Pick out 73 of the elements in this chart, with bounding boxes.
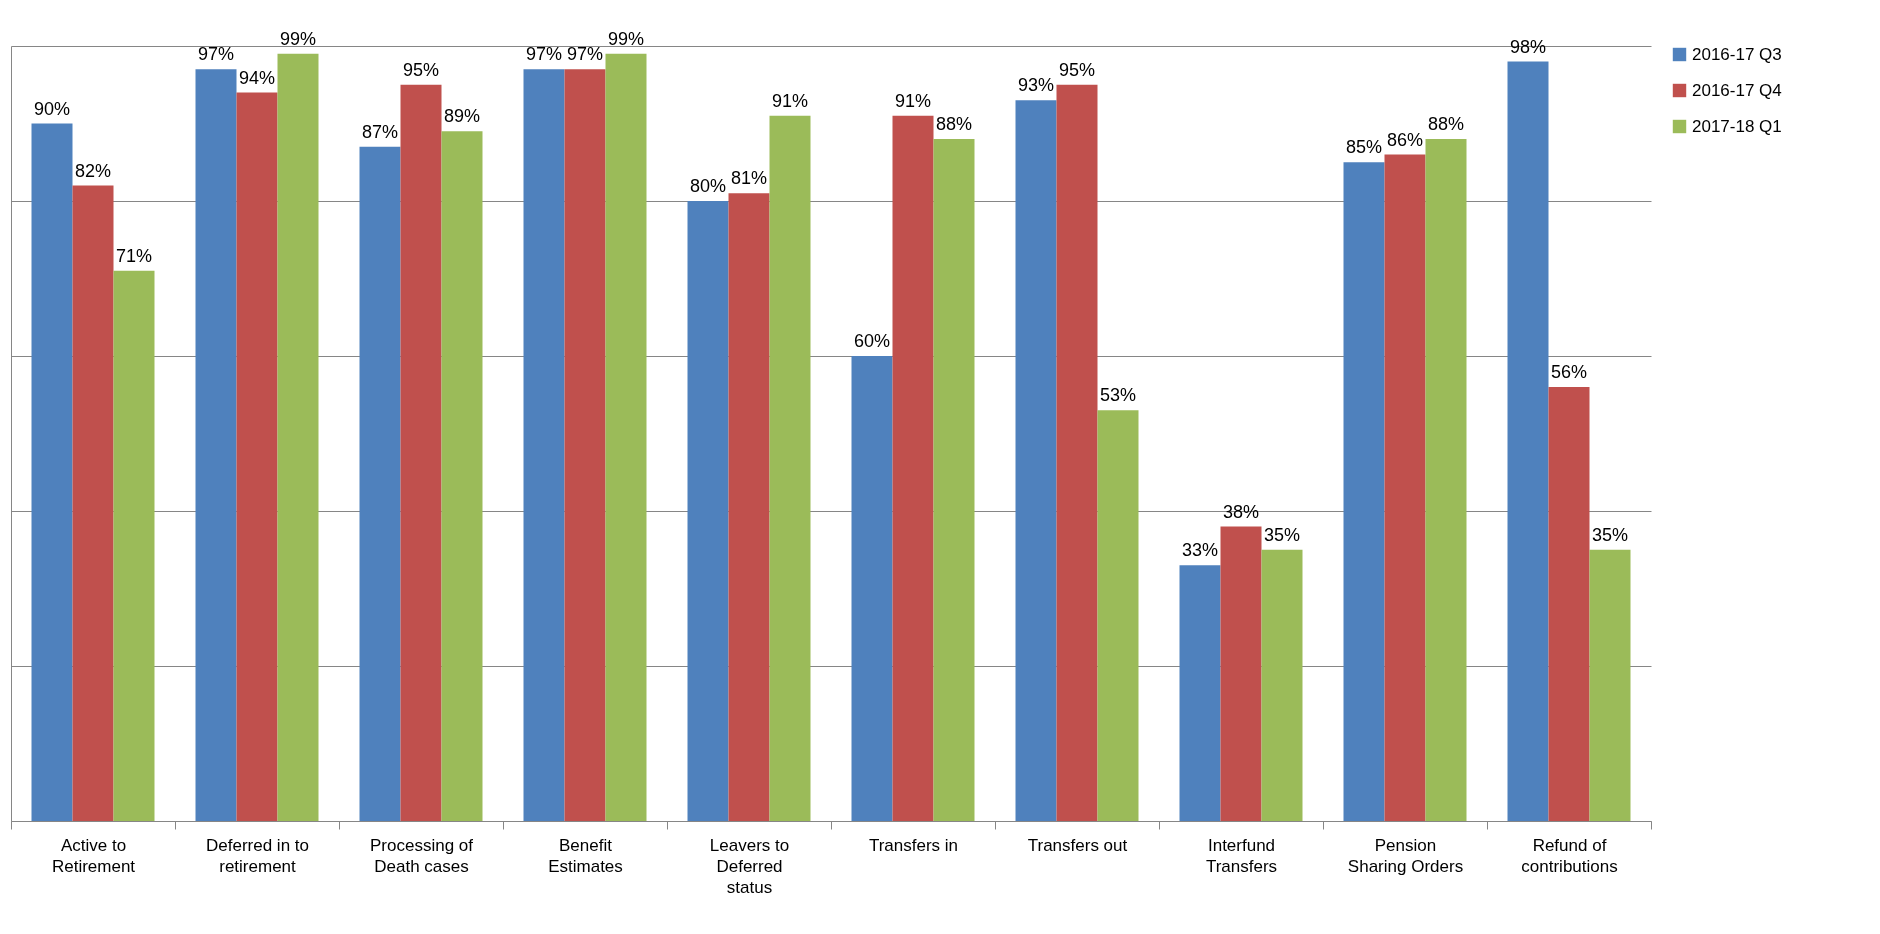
data-label: 56%	[1550, 362, 1588, 382]
bar	[851, 356, 893, 821]
bar	[441, 131, 483, 821]
data-label: 38%	[1222, 501, 1260, 522]
bar	[31, 123, 73, 821]
bar	[277, 53, 319, 821]
data-label: 93%	[1017, 75, 1055, 96]
data-label: 94%	[238, 67, 276, 88]
data-label: 35%	[1591, 524, 1629, 545]
data-label: 71%	[115, 245, 153, 266]
bar	[1220, 526, 1262, 821]
data-label: 97%	[197, 44, 235, 65]
bar	[400, 84, 442, 821]
data-label: 82%	[74, 160, 112, 181]
bar	[359, 146, 401, 821]
data-label: 99%	[279, 28, 317, 49]
bar	[1056, 84, 1098, 821]
x-tick-label: Active to Retirement	[51, 835, 136, 876]
data-label: 97%	[525, 44, 563, 65]
x-tick-label: Transfers out	[1027, 835, 1128, 855]
bar	[1507, 61, 1549, 821]
data-label: 33%	[1181, 540, 1219, 561]
bar	[1343, 162, 1385, 821]
bar	[1097, 410, 1139, 821]
data-label: 95%	[402, 59, 440, 80]
bar	[1425, 139, 1467, 821]
x-tick-label: Interfund Transfers	[1205, 835, 1278, 876]
data-label: 87%	[361, 121, 399, 142]
bar	[1015, 100, 1057, 821]
x-tick-label: Transfers in	[868, 835, 959, 855]
data-label: 98%	[1509, 36, 1547, 57]
data-label: 88%	[935, 114, 973, 134]
bar	[523, 69, 565, 821]
data-label: 35%	[1263, 524, 1301, 545]
legend-label: 2016-17 Q3	[1692, 44, 1782, 64]
data-label: 91%	[771, 90, 809, 111]
x-tick-label: Deferred in to retirement	[206, 835, 309, 876]
bar	[1548, 387, 1590, 821]
data-label: 85%	[1345, 137, 1383, 158]
bar	[687, 201, 729, 821]
data-label: 81%	[730, 168, 768, 189]
data-label: 60%	[853, 331, 891, 351]
bar	[72, 185, 114, 821]
data-label: 91%	[894, 90, 932, 111]
bar	[1261, 549, 1303, 821]
bar	[236, 92, 278, 821]
data-label: 86%	[1386, 129, 1424, 150]
bar	[605, 53, 647, 821]
x-tick-label: Benefit Estimates	[548, 835, 623, 876]
bar	[933, 139, 975, 821]
data-label: 89%	[443, 106, 481, 127]
x-tick-label: Leavers to Deferred status	[709, 835, 790, 897]
bar	[728, 193, 770, 821]
bar	[769, 115, 811, 821]
bar	[195, 69, 237, 821]
bar	[892, 115, 934, 821]
bar	[1589, 549, 1631, 821]
x-tick-label: Processing of Death cases	[370, 835, 474, 876]
bar	[564, 69, 606, 821]
data-label: 95%	[1058, 59, 1096, 80]
bar	[1384, 154, 1426, 821]
x-tick-label: Pension Sharing Orders	[1347, 835, 1464, 876]
bar	[1179, 565, 1221, 821]
data-label: 90%	[33, 98, 71, 119]
data-label: 99%	[607, 28, 645, 49]
bar	[113, 270, 155, 821]
legend-label: 2016-17 Q4	[1692, 80, 1782, 100]
data-label: 80%	[689, 176, 727, 196]
legend-label: 2017-18 Q1	[1692, 116, 1782, 136]
x-tick-label: Refund of contributions	[1521, 835, 1618, 876]
data-label: 88%	[1427, 114, 1465, 134]
data-label: 97%	[566, 44, 604, 65]
data-label: 53%	[1099, 385, 1137, 406]
